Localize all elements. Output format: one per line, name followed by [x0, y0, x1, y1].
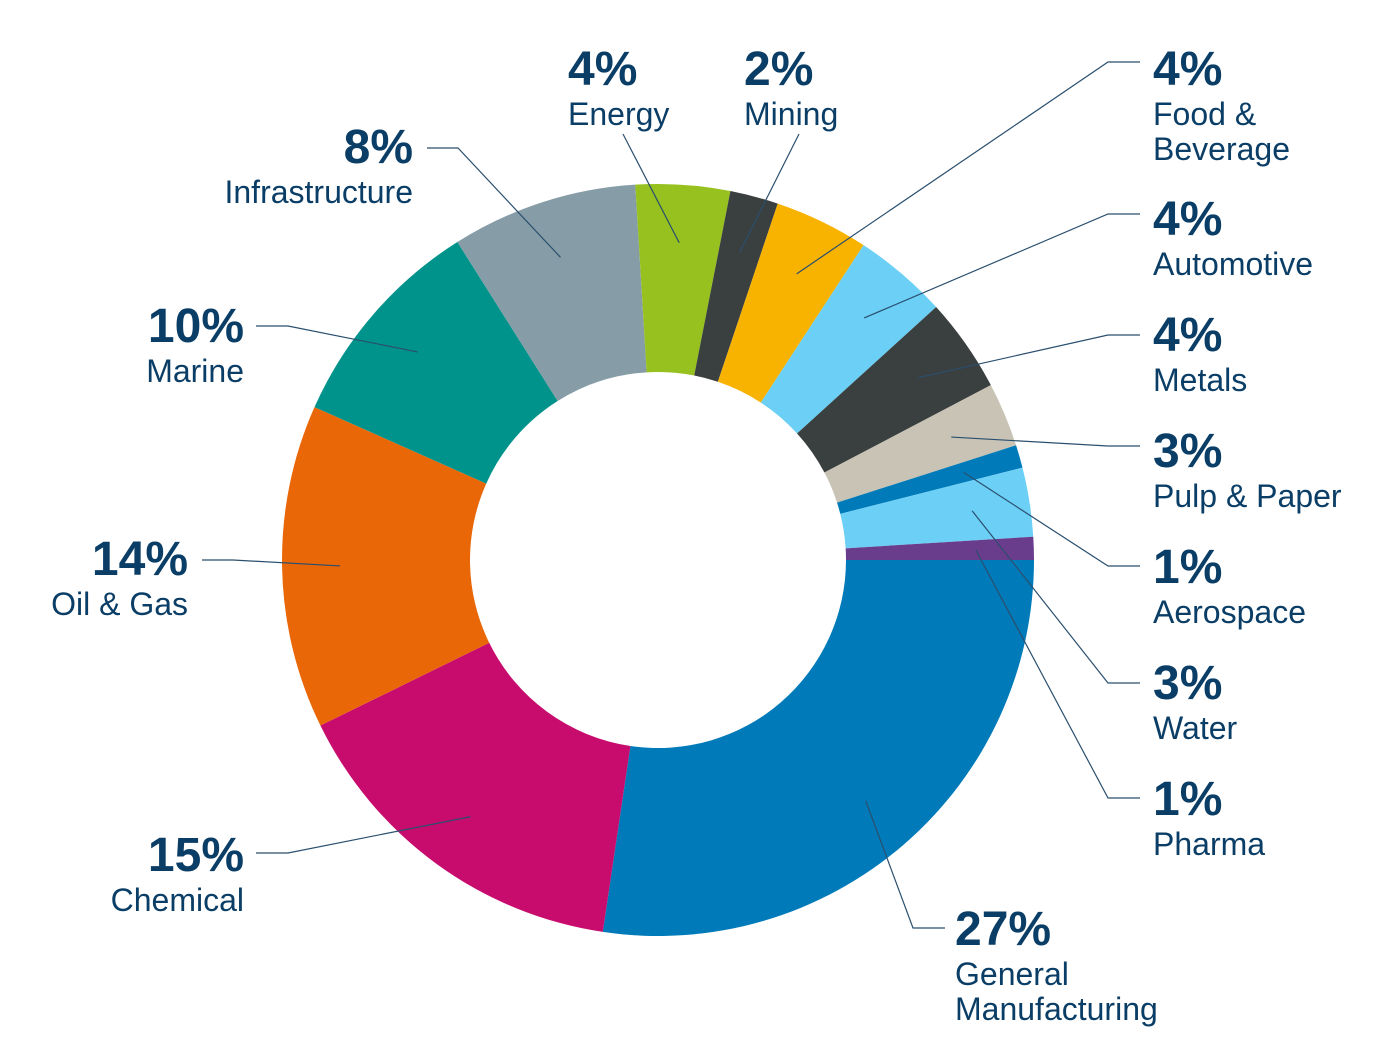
pct-label-pharma: 1% — [1153, 773, 1222, 826]
slice-energy — [635, 183, 731, 376]
leader-line-mining — [738, 133, 800, 253]
slice-pharma — [845, 536, 1034, 560]
category-label-water: Water — [1153, 710, 1238, 746]
category-label-chemical: Chemical — [111, 882, 244, 918]
category-label-pharma: Pharma — [1153, 826, 1265, 862]
pct-label-automotive: 4% — [1153, 193, 1222, 246]
pct-label-chemical: 15% — [148, 829, 244, 882]
leader-line-metals — [918, 334, 1140, 379]
leader-line-energy — [622, 133, 680, 243]
category-label-general-manufacturing-line-1: General — [955, 956, 1069, 992]
leader-line-automotive — [863, 213, 1140, 319]
category-label-food-and-beverage-line-2: Beverage — [1153, 131, 1290, 167]
leader-line-oil-and-gas — [202, 559, 341, 567]
leader-line-general-manufacturing — [865, 800, 945, 929]
leader-line-pharma — [975, 549, 1140, 799]
slice-marine — [314, 242, 558, 484]
leader-line-marine — [256, 325, 418, 353]
pct-label-pulp-and-paper: 3% — [1153, 425, 1222, 478]
category-label-infrastructure: Infrastructure — [224, 174, 413, 210]
leader-lines — [202, 61, 1140, 929]
slice-water — [840, 467, 1034, 549]
category-label-aerospace: Aerospace — [1153, 594, 1306, 630]
slice-infrastructure — [457, 184, 647, 402]
slice-automotive — [760, 245, 937, 434]
category-label-mining: Mining — [744, 96, 838, 132]
leader-line-chemical — [256, 816, 471, 854]
pct-label-energy: 4% — [568, 43, 637, 96]
category-label-oil-and-gas: Oil & Gas — [51, 586, 188, 622]
pct-label-metals: 4% — [1153, 309, 1222, 362]
pct-label-infrastructure: 8% — [344, 121, 413, 174]
slice-oil-and-gas — [282, 407, 490, 726]
slice-metals — [797, 306, 991, 473]
slice-mining — [694, 191, 778, 382]
slice-chemical — [320, 642, 631, 932]
donut-slices — [282, 183, 1034, 936]
pct-label-food-and-beverage: 4% — [1153, 43, 1222, 96]
pct-label-mining: 2% — [744, 43, 813, 96]
pct-label-water: 3% — [1153, 657, 1222, 710]
pct-label-general-manufacturing: 27% — [955, 903, 1051, 956]
leader-line-pulp-and-paper — [951, 436, 1140, 447]
slice-general-manufacturing — [602, 560, 1034, 936]
category-label-marine: Marine — [146, 353, 244, 389]
leader-line-water — [971, 510, 1140, 684]
category-label-energy: Energy — [568, 96, 669, 132]
category-label-metals: Metals — [1153, 362, 1247, 398]
category-label-general-manufacturing-line-2: Manufacturing — [955, 991, 1158, 1027]
leader-line-food-and-beverage — [796, 61, 1140, 275]
leader-line-infrastructure — [427, 147, 561, 258]
category-label-food-and-beverage-line-1: Food & — [1153, 96, 1256, 132]
category-label-automotive: Automotive — [1153, 246, 1313, 282]
pct-label-marine: 10% — [148, 300, 244, 353]
pct-label-oil-and-gas: 14% — [92, 533, 188, 586]
slice-pulp-and-paper — [824, 385, 1017, 503]
slice-aerospace — [837, 445, 1023, 514]
category-label-pulp-and-paper: Pulp & Paper — [1153, 478, 1342, 514]
leader-line-aerospace — [963, 471, 1140, 567]
pct-label-aerospace: 1% — [1153, 541, 1222, 594]
